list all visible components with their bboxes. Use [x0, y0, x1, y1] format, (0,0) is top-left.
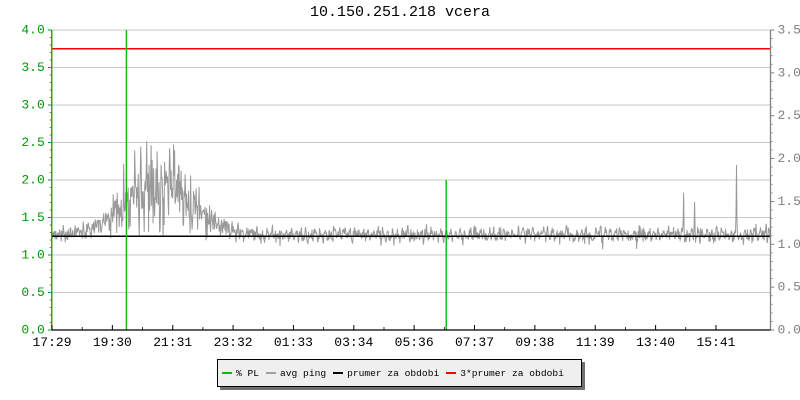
svg-text:2.5: 2.5	[778, 108, 800, 123]
svg-text:1.0: 1.0	[21, 248, 44, 263]
svg-text:11:39: 11:39	[576, 335, 615, 350]
svg-text:15:41: 15:41	[696, 335, 735, 350]
svg-text:1.5: 1.5	[778, 194, 800, 209]
svg-text:3.0: 3.0	[778, 65, 800, 80]
svg-text:0.0: 0.0	[778, 323, 800, 338]
svg-text:3.5: 3.5	[778, 23, 800, 38]
svg-text:23:32: 23:32	[214, 335, 253, 350]
svg-text:19:30: 19:30	[93, 335, 132, 350]
svg-text:10.150.251.218 vcera: 10.150.251.218 vcera	[310, 4, 490, 21]
svg-text:0.5: 0.5	[778, 280, 800, 295]
svg-text:3.5: 3.5	[21, 60, 44, 75]
svg-text:2.0: 2.0	[21, 173, 44, 188]
svg-text:2.0: 2.0	[778, 151, 800, 166]
svg-text:17:29: 17:29	[32, 335, 71, 350]
svg-text:1.0: 1.0	[778, 237, 800, 252]
svg-text:01:33: 01:33	[274, 335, 313, 350]
svg-text:2.5: 2.5	[21, 135, 44, 150]
svg-text:1.5: 1.5	[21, 210, 44, 225]
svg-text:13:40: 13:40	[636, 335, 675, 350]
svg-text:3.0: 3.0	[21, 98, 44, 113]
svg-text:0.5: 0.5	[21, 285, 44, 300]
svg-text:4.0: 4.0	[21, 23, 44, 38]
svg-text:05:36: 05:36	[395, 335, 434, 350]
svg-text:07:37: 07:37	[455, 335, 494, 350]
svg-text:09:38: 09:38	[515, 335, 554, 350]
svg-text:03:34: 03:34	[334, 335, 373, 350]
svg-text:21:31: 21:31	[153, 335, 192, 350]
